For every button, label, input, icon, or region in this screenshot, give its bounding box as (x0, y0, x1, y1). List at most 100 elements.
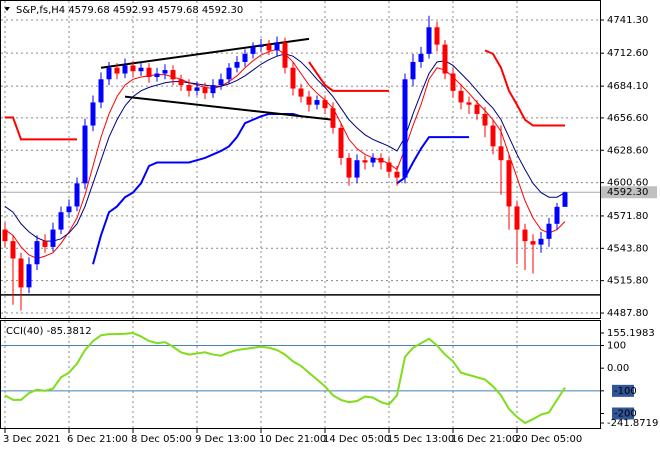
candle-body (82, 125, 88, 184)
candle-body (298, 88, 304, 97)
y-tick-box (612, 384, 634, 397)
y-tick-label: 100 (607, 341, 626, 352)
candle-body (106, 67, 112, 80)
candle-body (178, 79, 184, 86)
candle-body (170, 70, 176, 80)
candle-body (98, 79, 104, 103)
candle-body (322, 100, 328, 109)
trend-line (124, 95, 334, 121)
y-tick-label: -100 (614, 386, 637, 397)
chart-title: S&P,fs,H4 4579.68 4592.93 4579.68 4592.3… (16, 5, 243, 16)
candle-body (226, 67, 232, 80)
candle-body (66, 206, 72, 213)
x-tick-label: 16 Dec 21:00 (451, 434, 518, 445)
candle-body (354, 160, 360, 178)
candle-body (90, 102, 96, 126)
candle-body (314, 100, 320, 105)
candle-body (330, 108, 336, 128)
cci-panel (0, 320, 601, 429)
candle-body (194, 87, 200, 91)
candle-body (458, 90, 464, 103)
candle-body (10, 241, 16, 259)
candle-body (378, 157, 384, 163)
x-tick-label: 8 Dec 05:00 (131, 434, 192, 445)
candle-body (506, 160, 512, 207)
trend-line (100, 37, 310, 69)
y-tick-label: 155.1983 (607, 328, 655, 339)
candle-body (138, 67, 144, 72)
candle-body (162, 70, 168, 74)
candle-body (554, 206, 560, 224)
y-tick-label: 4600.60 (607, 178, 648, 189)
candle-body (274, 42, 280, 51)
indicator-line (92, 112, 469, 265)
candle-body (258, 44, 264, 47)
x-tick-label: 3 Dec 2021 (3, 434, 61, 445)
candle-body (522, 229, 528, 242)
y-tick-label: 4515.80 (607, 276, 648, 287)
y-tick-box (612, 407, 634, 420)
y-tick-label: 4543.80 (607, 243, 648, 254)
main-panel (0, 0, 601, 319)
candle-body (42, 241, 48, 247)
candle-body (122, 65, 128, 74)
candle-body (234, 61, 240, 68)
candle-body (394, 171, 400, 178)
candle-body (450, 73, 456, 91)
candle-body (50, 229, 56, 247)
candle-body (530, 241, 536, 245)
candle-body (426, 27, 432, 54)
y-tick-label: 4712.60 (607, 48, 648, 59)
candle-body (442, 44, 448, 74)
candle-body (546, 223, 552, 239)
x-tick-label: 14 Dec 05:00 (323, 434, 390, 445)
candle-body (498, 146, 504, 161)
candle-body (306, 96, 312, 105)
candle-body (434, 27, 440, 45)
y-tick-label: 4741.30 (607, 15, 648, 26)
candle-body (346, 157, 352, 178)
candle-body (202, 87, 208, 94)
candle-body (114, 67, 120, 74)
candle-body (418, 53, 424, 62)
candle-body (74, 183, 80, 207)
cci-title: CCI(40) -85.3812 (6, 326, 92, 337)
x-tick-label: 10 Dec 21:00 (259, 434, 326, 445)
candle-body (562, 192, 568, 207)
candle-body (474, 104, 480, 114)
price-label: 4592.30 (607, 187, 648, 198)
y-tick-label: 0.00 (607, 363, 629, 374)
candle-body (186, 85, 192, 91)
candle-body (402, 79, 408, 178)
candle-body (210, 85, 216, 94)
y-tick-label: 4571.80 (607, 211, 648, 222)
candle-body (218, 79, 224, 86)
candle-body (410, 61, 416, 80)
y-tick-label: 4684.10 (607, 81, 648, 92)
x-tick-label: 15 Dec 13:00 (387, 434, 454, 445)
y-tick-label: -241.8719 (607, 418, 658, 429)
candle-body (482, 113, 488, 126)
candle-body (538, 238, 544, 245)
x-tick-label: 6 Dec 21:00 (67, 434, 128, 445)
y-tick-label: 4487.80 (607, 308, 648, 319)
candle-body (514, 206, 520, 230)
candle-body (250, 46, 256, 54)
y-tick-label: 4656.60 (607, 113, 648, 124)
candle-body (282, 42, 288, 68)
candle-body (26, 264, 32, 288)
candle-body (370, 157, 376, 163)
x-tick-label: 9 Dec 13:00 (195, 434, 256, 445)
candle-body (386, 162, 392, 172)
candle-body (154, 73, 160, 77)
price-label-box (601, 186, 657, 199)
candle-body (338, 127, 344, 158)
candle-body (242, 53, 248, 62)
candle-body (290, 67, 296, 89)
candle-body (146, 67, 152, 77)
candle-body (18, 258, 24, 288)
candle-body (34, 241, 40, 265)
candle-body (58, 212, 64, 230)
candle-body (466, 102, 472, 105)
